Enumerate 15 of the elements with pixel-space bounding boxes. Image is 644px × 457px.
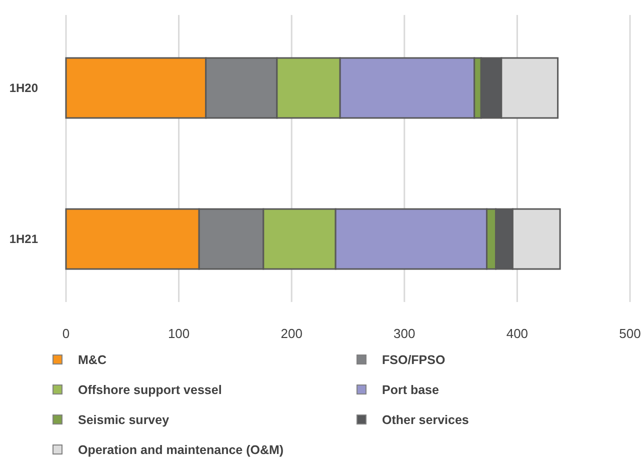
x-tick-label: 400 xyxy=(506,326,528,341)
y-tick-label: 1H21 xyxy=(9,232,38,246)
x-tick-label: 100 xyxy=(168,326,190,341)
legend-label: Other services xyxy=(382,413,469,427)
legend-label: FSO/FPSO xyxy=(382,353,446,367)
legend-label: Offshore support vessel xyxy=(78,383,222,397)
legend-label: Port base xyxy=(382,383,440,397)
legend-label: M&C xyxy=(78,353,106,367)
y-tick-label: 1H20 xyxy=(9,80,38,95)
x-tick-label: 0 xyxy=(62,326,70,341)
x-tick-label: 200 xyxy=(280,326,302,341)
x-tick-label: 500 xyxy=(619,326,641,341)
legend-label: Seismic survey xyxy=(78,413,170,427)
legend-label: Operation and maintenance (O&M) xyxy=(78,443,284,457)
x-tick-label: 300 xyxy=(394,326,416,341)
